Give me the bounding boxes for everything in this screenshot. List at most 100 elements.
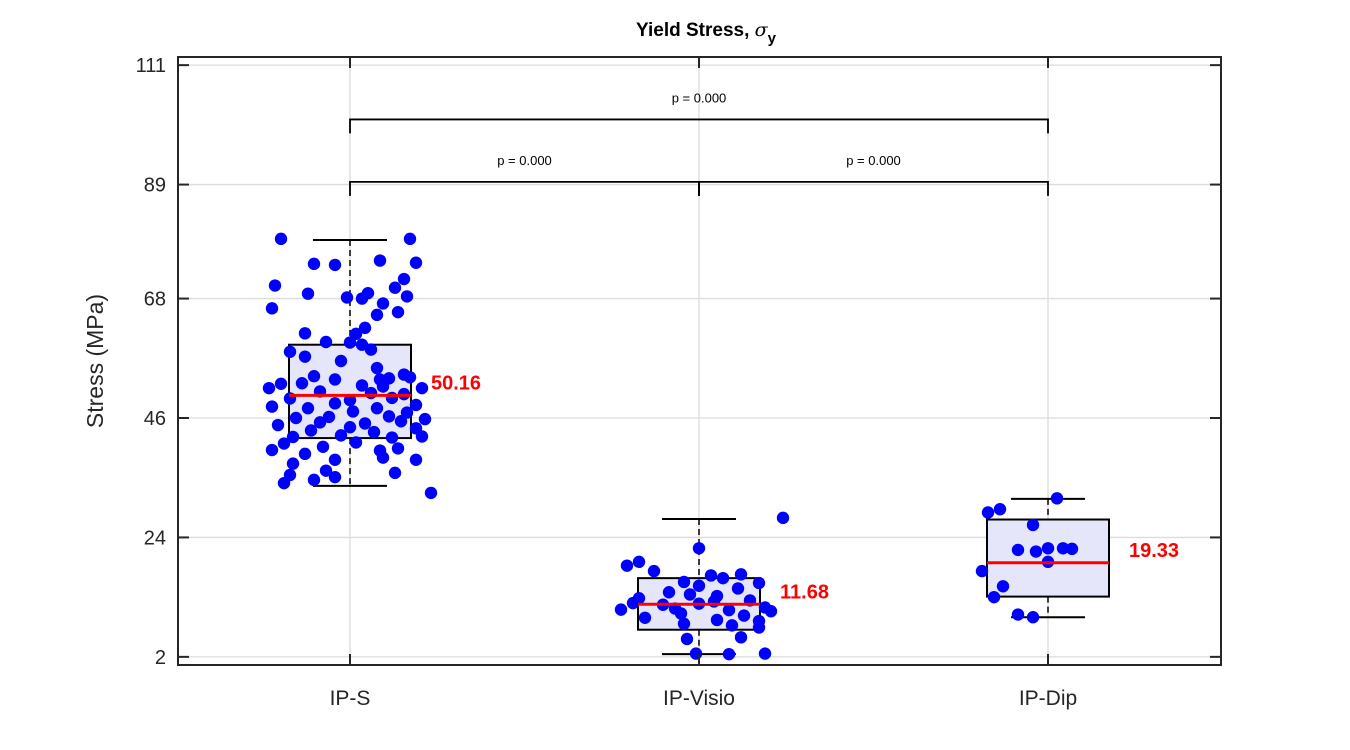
x-category-label: IP-S (330, 687, 371, 710)
data-point (298, 327, 312, 340)
data-point (397, 272, 411, 286)
data-point (367, 425, 381, 439)
data-point (355, 292, 369, 305)
data-point (370, 308, 384, 322)
data-point (340, 291, 354, 304)
data-point (370, 361, 384, 375)
data-point (328, 470, 342, 484)
data-point (1026, 611, 1040, 624)
data-point (415, 430, 429, 443)
significance-bracket (698, 180, 1049, 196)
data-point (328, 258, 342, 272)
data-point (304, 424, 318, 437)
data-point (316, 440, 330, 453)
median-label: 50.16 (431, 372, 481, 394)
data-point (370, 402, 384, 415)
data-point (334, 429, 348, 442)
data-point (737, 609, 751, 622)
axis-layer: 2 24 46 68 89 111 IP-S IP-Visio IP-Dip (136, 55, 1222, 710)
data-point (674, 607, 688, 620)
data-point (677, 575, 691, 589)
data-point (355, 379, 369, 392)
data-point (277, 476, 291, 490)
data-point (418, 412, 432, 426)
data-point (662, 586, 676, 599)
data-point (987, 590, 1001, 604)
data-point (373, 254, 387, 267)
data-point (286, 430, 300, 444)
y-tick-label: 46 (144, 408, 166, 430)
data-point (620, 559, 634, 572)
data-point (262, 381, 276, 395)
data-point (722, 603, 736, 617)
data-point (638, 611, 652, 624)
data-point (319, 464, 333, 477)
y-tick-label: 68 (144, 289, 166, 311)
data-point (328, 397, 342, 410)
data-point (307, 257, 321, 271)
significance-brackets: p = 0.000 p = 0.000 p = 0.000 (349, 90, 1049, 196)
data-point (343, 336, 357, 349)
data-point (689, 647, 703, 660)
data-point (298, 350, 312, 363)
data-point (734, 568, 748, 581)
data-point (758, 647, 772, 660)
data-point (271, 418, 285, 432)
data-point (274, 377, 288, 390)
data-point (283, 345, 297, 358)
data-point (301, 287, 315, 300)
data-point (647, 564, 661, 578)
data-point (975, 564, 989, 578)
data-point (734, 631, 748, 644)
x-category-label: IP-Visio (663, 687, 735, 710)
data-point (704, 569, 718, 582)
data-point (385, 431, 399, 444)
data-point (319, 335, 333, 349)
data-point (376, 380, 390, 393)
data-point (993, 503, 1007, 516)
data-point (265, 302, 279, 315)
data-point (391, 305, 405, 319)
data-point (996, 580, 1010, 593)
data-point (394, 415, 408, 428)
data-point (614, 603, 628, 616)
data-point (1029, 545, 1043, 558)
x-category-label: IP-Dip (1019, 687, 1077, 710)
data-point (328, 373, 342, 386)
p-value-label: p = 0.000 (846, 153, 901, 168)
data-point (776, 511, 790, 525)
data-point (385, 391, 399, 405)
data-point (400, 290, 414, 303)
data-point (764, 605, 778, 618)
data-point (376, 451, 390, 464)
data-point (752, 576, 766, 590)
data-point (403, 232, 417, 246)
data-point (343, 421, 357, 434)
data-point (358, 321, 372, 335)
data-point (692, 579, 706, 592)
data-point (265, 443, 279, 457)
data-point (334, 354, 348, 368)
p-value-label: p = 0.000 (497, 153, 552, 168)
data-point (1011, 608, 1025, 621)
data-point (376, 297, 390, 310)
data-point (683, 588, 697, 601)
data-point (328, 453, 342, 466)
data-point (274, 232, 288, 246)
data-point (722, 647, 736, 661)
p-value-label: p = 0.000 (672, 90, 727, 105)
data-point (298, 447, 312, 461)
data-point (677, 617, 691, 630)
data-point (1011, 543, 1025, 557)
data-point (731, 582, 745, 595)
data-point (424, 486, 438, 500)
data-point (1065, 542, 1079, 556)
data-point (364, 343, 378, 356)
data-point (1056, 542, 1070, 555)
data-point (752, 621, 766, 634)
data-point (409, 398, 423, 412)
data-point (307, 370, 321, 383)
data-point (313, 416, 327, 429)
y-tick-label: 89 (144, 175, 166, 197)
data-point (388, 281, 402, 294)
